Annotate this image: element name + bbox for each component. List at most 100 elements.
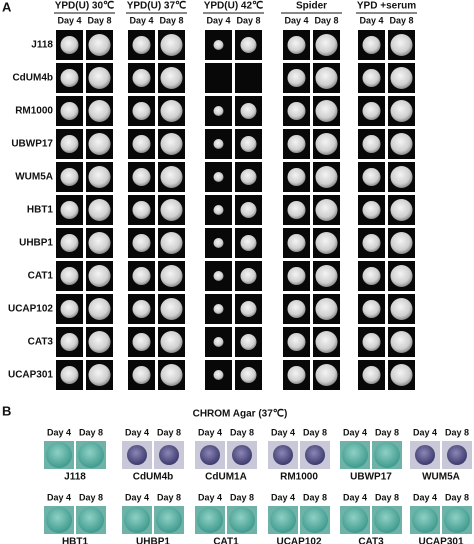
colony (160, 199, 183, 221)
colony (160, 298, 183, 320)
colony (287, 69, 306, 87)
colony (240, 235, 257, 251)
colony (240, 169, 257, 185)
colony (78, 507, 104, 533)
colony (127, 445, 147, 465)
colony (132, 267, 151, 285)
colony (88, 166, 111, 188)
day-label: Day 8 (79, 492, 103, 502)
strain-label: CAT1 (213, 537, 239, 544)
colony (213, 205, 224, 215)
colony (362, 168, 381, 186)
colony (46, 442, 72, 468)
colony (197, 507, 223, 533)
colony (362, 135, 381, 153)
colony (160, 34, 183, 56)
day-label: Day 4 (271, 427, 295, 437)
colony (315, 331, 338, 353)
colony (213, 40, 224, 50)
colony (132, 69, 151, 87)
colony (390, 34, 413, 56)
colony (390, 298, 413, 320)
colony (240, 268, 257, 284)
colony (447, 445, 467, 465)
day-label: Day 8 (79, 427, 103, 437)
day-label: Day 4 (47, 427, 71, 437)
day-label: Day 8 (157, 427, 181, 437)
strain-label: UCAP301 (418, 537, 463, 544)
day-label: Day 4 (47, 492, 71, 502)
colony (229, 507, 255, 533)
strain-label: UHBP1 (136, 537, 170, 544)
strain-label: UCAP102 (276, 537, 321, 544)
colony (213, 139, 224, 149)
day-label: Day 8 (159, 15, 183, 25)
day-label: Day 8 (445, 427, 469, 437)
colony (287, 333, 306, 351)
day-label: Day 8 (230, 492, 254, 502)
colony (287, 267, 306, 285)
strain-label: CdUM1A (205, 472, 247, 483)
day-label: Day 8 (303, 492, 327, 502)
colony (240, 37, 257, 53)
colony (88, 265, 111, 287)
colony (60, 267, 79, 285)
colony (88, 133, 111, 155)
colony (88, 232, 111, 254)
colony (60, 366, 79, 384)
colony (362, 102, 381, 120)
colony (124, 507, 150, 533)
colony (78, 442, 104, 468)
colony (315, 34, 338, 56)
colony (232, 445, 252, 465)
day-label: Day 4 (284, 15, 308, 25)
colony (240, 301, 257, 317)
strain-label: CAT3 (28, 337, 54, 348)
colony (362, 36, 381, 54)
colony (315, 364, 338, 386)
day-label: Day 4 (343, 492, 367, 502)
colony (390, 331, 413, 353)
day-label: Day 4 (129, 15, 153, 25)
colony (362, 300, 381, 318)
colony (287, 36, 306, 54)
day-label: Day 4 (206, 15, 230, 25)
colony (390, 265, 413, 287)
colony (315, 133, 338, 155)
day-label: Day 4 (57, 15, 81, 25)
colony (132, 168, 151, 186)
strain-label: CAT3 (358, 537, 384, 544)
colony (132, 234, 151, 252)
strain-label: J118 (64, 472, 86, 483)
colony (160, 364, 183, 386)
condition-title: YPD +serum (357, 1, 416, 12)
colony (342, 442, 368, 468)
colony (362, 267, 381, 285)
day-label: Day 8 (375, 427, 399, 437)
condition-title: Spider (296, 1, 327, 12)
day-label: Day 8 (303, 427, 327, 437)
colony (160, 133, 183, 155)
colony (156, 507, 182, 533)
colony (240, 202, 257, 218)
colony (213, 271, 224, 281)
strain-label: UHBP1 (19, 238, 53, 249)
colony (315, 100, 338, 122)
colony (240, 367, 257, 383)
strain-label: UCAP301 (8, 370, 53, 381)
strain-label: RM1000 (280, 472, 318, 483)
colony (273, 445, 293, 465)
colony (315, 232, 338, 254)
colony (240, 136, 257, 152)
strain-label: CAT1 (28, 271, 54, 282)
day-label: Day 4 (125, 492, 149, 502)
colony (200, 445, 220, 465)
colony (315, 265, 338, 287)
colony (213, 172, 224, 182)
day-label: Day 4 (413, 427, 437, 437)
strain-label: HBT1 (62, 537, 89, 544)
colony (60, 300, 79, 318)
day-label: Day 4 (198, 492, 222, 502)
condition-title: YPD(U) 37℃ (127, 1, 187, 12)
